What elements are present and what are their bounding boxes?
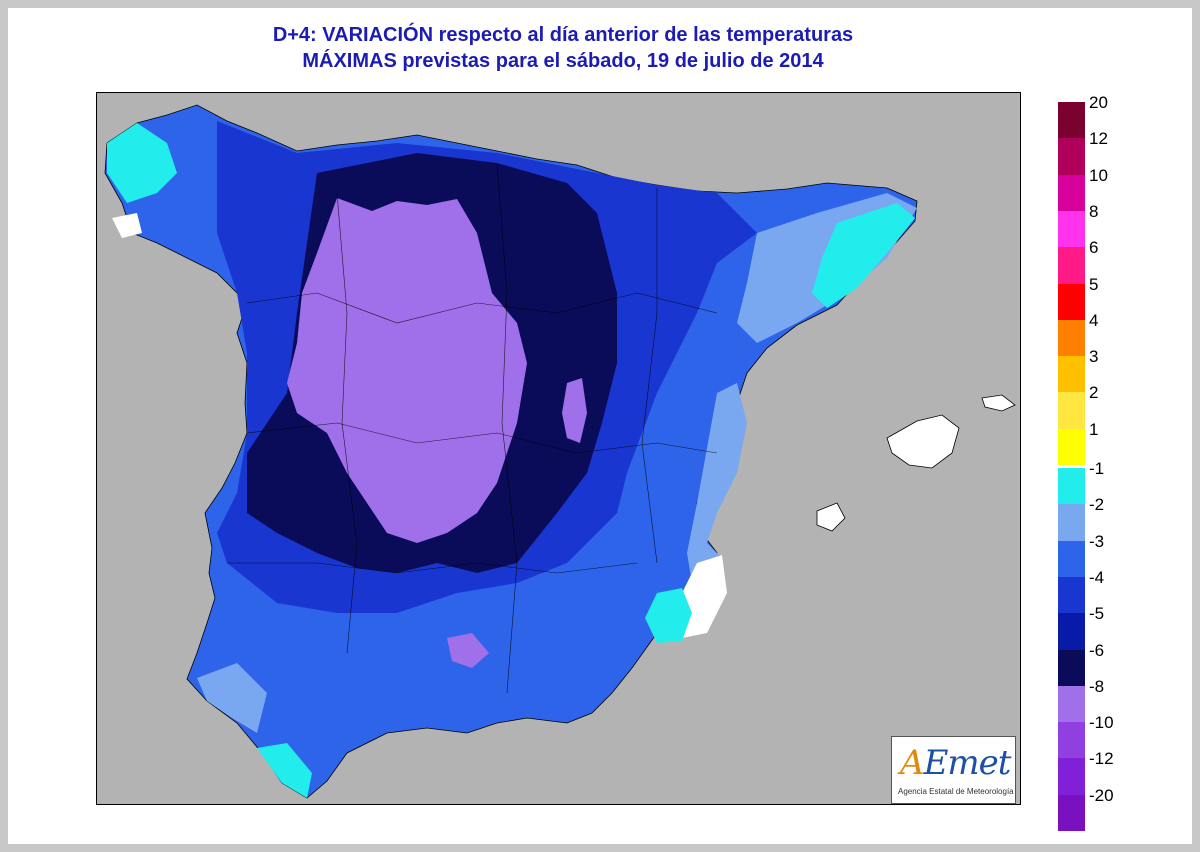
- title-line-1: D+4: VARIACIÓN respecto al día anterior …: [272, 24, 854, 46]
- legend-label-negative-1: -2: [1089, 495, 1105, 515]
- island-ibiza: [816, 502, 846, 532]
- region-borders: [227, 162, 718, 694]
- zone-minus2-levante: [687, 383, 747, 583]
- legend-swatch-positive-4: [1058, 247, 1085, 284]
- legend-swatch-negative-2: [1058, 540, 1085, 578]
- legend-swatch-negative-0: [1058, 468, 1085, 505]
- legend-swatch-positive-2: [1058, 174, 1085, 212]
- legend-swatch-positive-8: [1058, 392, 1085, 430]
- legend-label-positive-2: 10: [1089, 165, 1108, 185]
- legend-swatch-positive-6: [1058, 319, 1085, 357]
- legend-label-negative-2: -3: [1089, 531, 1105, 551]
- legend-swatch-positive-1: [1058, 138, 1085, 176]
- legend-swatch-negative-8: [1058, 758, 1085, 796]
- aemet-logo: AEmet Agencia Estatal de Meteorología: [891, 736, 1016, 804]
- zone-minus8-core: [287, 198, 527, 543]
- legend-label-positive-9: 1: [1089, 419, 1099, 439]
- island-mallorca: [886, 414, 960, 469]
- legend-label-positive-4: 6: [1089, 238, 1099, 258]
- aemet-subtitle: Agencia Estatal de Meteorología: [898, 787, 1014, 796]
- legend-label-positive-5: 5: [1089, 274, 1099, 294]
- legend-swatch-positive-9: [1058, 428, 1085, 466]
- legend-swatch-negative-3: [1058, 576, 1085, 614]
- map-panel: AEmet Agencia Estatal de Meteorología: [96, 92, 1021, 805]
- legend-label-positive-1: 12: [1089, 129, 1108, 149]
- island-menorca: [981, 394, 1016, 412]
- legend-label-positive-0: 20: [1089, 93, 1108, 112]
- legend-label-negative-6: -8: [1089, 676, 1105, 696]
- aemet-wordmark: AEmet: [900, 743, 1011, 783]
- legend-label-negative-0: -1: [1089, 459, 1105, 478]
- legend-swatch-positive-3: [1058, 210, 1085, 248]
- zone-minus8-south: [447, 633, 489, 668]
- zone-minus1-catalonia: [812, 203, 915, 308]
- map-title: D+4: VARIACIÓN respecto al día anterior …: [8, 22, 1118, 74]
- figure-frame: D+4: VARIACIÓN respecto al día anterior …: [8, 8, 1192, 844]
- legend-label-positive-6: 4: [1089, 310, 1099, 330]
- zone-minus1-levante: [645, 588, 692, 643]
- legend-label-negative-5: -6: [1089, 640, 1105, 660]
- legend-label-positive-3: 8: [1089, 201, 1099, 221]
- temperature-map: [104, 104, 1016, 799]
- zone-minus8-east: [562, 378, 587, 443]
- legend-label-positive-7: 3: [1089, 347, 1099, 367]
- legend-label-negative-7: -10: [1089, 713, 1114, 733]
- legend-swatch-negative-5: [1058, 649, 1085, 687]
- legend-swatch-positive-5: [1058, 283, 1085, 321]
- legend-swatch-positive-7: [1058, 356, 1085, 393]
- legend-label-negative-9: -20: [1089, 785, 1114, 805]
- legend-swatch-negative-4: [1058, 613, 1085, 650]
- legend-swatch-negative-1: [1058, 504, 1085, 542]
- zone-no-change-galicia: [112, 213, 142, 238]
- zone-minus1-south: [257, 743, 312, 798]
- legend-label-negative-4: -5: [1089, 604, 1105, 624]
- legend-label-negative-8: -12: [1089, 749, 1114, 769]
- legend-swatch-negative-6: [1058, 685, 1085, 723]
- legend-swatch-negative-9: [1058, 794, 1085, 832]
- legend-swatch-positive-0: [1058, 102, 1085, 139]
- zone-minus1-galicia: [107, 123, 177, 203]
- legend-label-positive-8: 2: [1089, 383, 1099, 403]
- legend-swatch-negative-7: [1058, 722, 1085, 759]
- legend-label-negative-3: -4: [1089, 567, 1105, 587]
- zone-minus2-southwest: [197, 663, 267, 733]
- title-line-2: MÁXIMAS previstas para el sábado, 19 de …: [302, 50, 824, 72]
